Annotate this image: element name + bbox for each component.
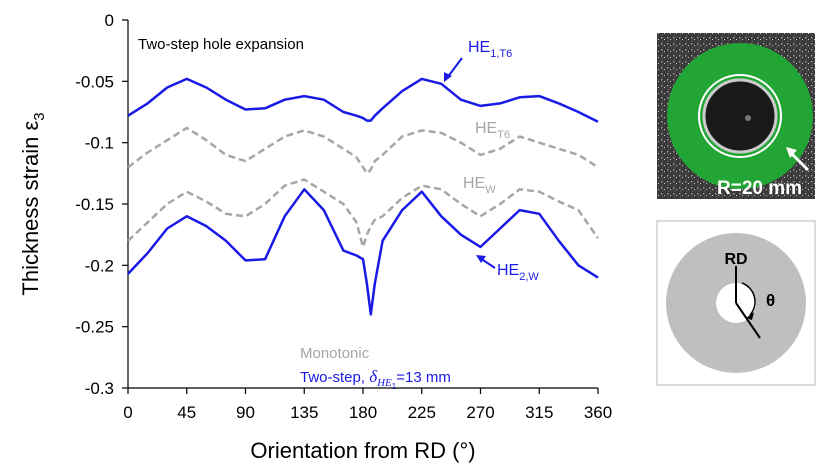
photo-edge	[698, 74, 782, 158]
photo-arrow	[788, 150, 810, 172]
y-tick-label: -0.1	[85, 134, 114, 153]
y-label-sub: 3	[31, 112, 48, 120]
photo-hole	[702, 78, 778, 154]
series-line	[127, 77, 599, 123]
series-label-sub: 2,W	[519, 271, 539, 283]
x-tick-label: 135	[290, 403, 318, 422]
series-label: HEW	[463, 175, 496, 196]
x-tick-label: 225	[408, 403, 436, 422]
diagram-arc	[741, 282, 756, 316]
series-line	[127, 178, 600, 249]
arrowhead	[476, 255, 486, 263]
y-tick-label: -0.3	[85, 379, 114, 398]
arrowhead	[444, 72, 452, 82]
y-tick-label: -0.2	[85, 256, 114, 275]
photo-arrowhead	[786, 147, 797, 158]
y-tick-label: -0.05	[75, 72, 114, 91]
series-label-sub: 1,T6	[490, 48, 512, 60]
y-tick-label: 0	[105, 11, 114, 30]
series-line	[127, 188, 599, 316]
y-axis-label: Thickness strain ε3	[18, 112, 48, 295]
diagram-radius	[735, 302, 761, 339]
x-tick-label: 180	[349, 403, 377, 422]
x-tick-label: 0	[123, 403, 132, 422]
note-sub: HE	[376, 377, 392, 389]
note-two-step: Two-step, δHE1=13 mm	[300, 367, 451, 391]
annotation: Two-step hole expansion	[138, 36, 304, 53]
series-label: HE1,T6	[468, 39, 512, 60]
x-tick-label: 90	[236, 403, 255, 422]
photo-label: R=20 mm	[717, 178, 802, 199]
series-label-name: HE	[463, 175, 485, 192]
note-prefix: Two-step,	[300, 369, 369, 386]
y-tick-label: -0.25	[75, 318, 114, 337]
diagram-rd: RD	[724, 251, 747, 268]
y-label-main: Thickness strain ε	[18, 121, 43, 296]
series-label: HET6	[475, 120, 510, 141]
series-label: HE2,W	[497, 262, 539, 283]
diagram-arc-head	[746, 312, 754, 320]
note-subsub: 1	[392, 382, 397, 391]
photo-spot	[745, 115, 751, 121]
diagram-angle: θ	[766, 291, 775, 310]
series-label-name: HE	[468, 39, 490, 56]
series-label-name: HE	[497, 262, 519, 279]
x-axis-label: Orientation from RD (°)	[250, 438, 475, 463]
note-suffix: =13 mm	[396, 369, 451, 386]
series-label-sub: T6	[497, 129, 510, 141]
series-label-sub: W	[485, 184, 496, 196]
note-symbol: δ	[369, 367, 378, 386]
x-tick-label: 45	[177, 403, 196, 422]
series-label-name: HE	[475, 120, 497, 137]
x-tick-label: 270	[466, 403, 494, 422]
x-tick-label: 315	[525, 403, 553, 422]
series-line	[127, 126, 599, 175]
y-tick-label: -0.15	[75, 195, 114, 214]
x-tick-label: 360	[584, 403, 612, 422]
note-monotonic: Monotonic	[300, 345, 370, 362]
arrow	[446, 57, 463, 79]
